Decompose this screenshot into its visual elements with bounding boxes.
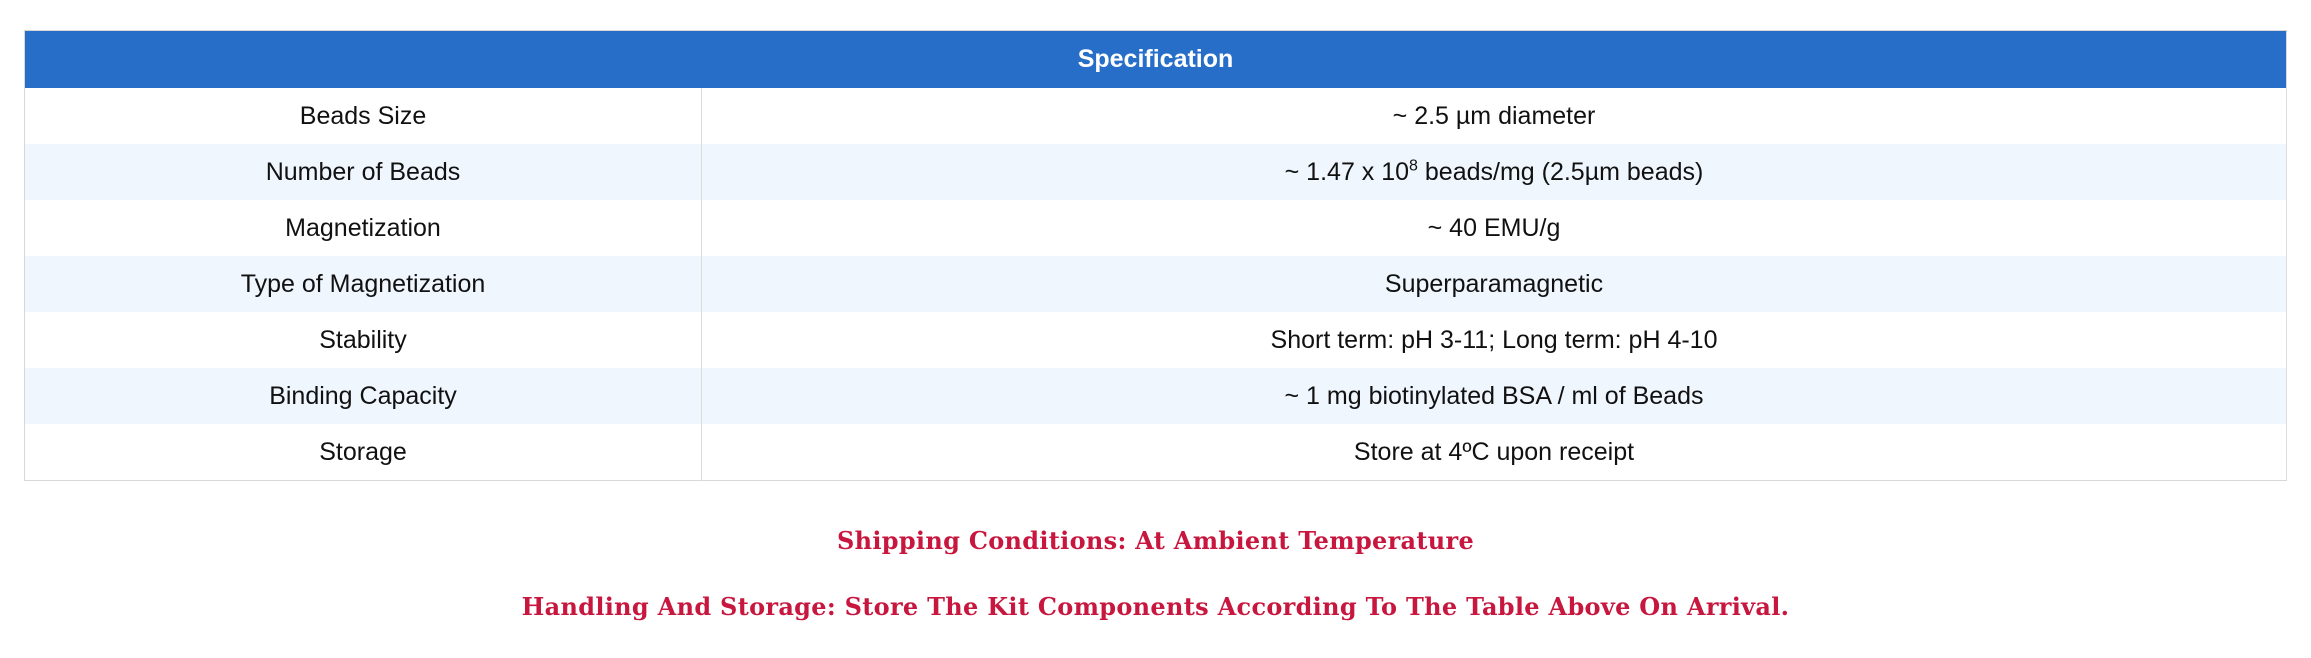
value-pre: ~ 1.47 x 10 bbox=[1284, 157, 1410, 186]
row-value: Store at 4ºC upon receipt bbox=[701, 424, 2287, 481]
row-value: ~ 40 EMU/g bbox=[701, 200, 2287, 256]
value-post: beads/mg (2.5µm beads) bbox=[1417, 157, 1704, 186]
table-row: Magnetization ~ 40 EMU/g bbox=[24, 200, 2287, 256]
row-value: ~ 1.47 x 108 beads/mg (2.5µm beads) bbox=[701, 144, 2287, 200]
table-row: Number of Beads ~ 1.47 x 108 beads/mg (2… bbox=[24, 144, 2287, 200]
handling-and-storage: Handling And Storage: Store The Kit Comp… bbox=[521, 592, 1790, 621]
row-label: Magnetization bbox=[24, 200, 702, 256]
row-label: Number of Beads bbox=[24, 144, 702, 200]
row-value: ~ 1 mg biotinylated BSA / ml of Beads bbox=[701, 368, 2287, 424]
row-label: Beads Size bbox=[24, 88, 702, 144]
table-header: Specification bbox=[24, 30, 2287, 88]
specification-table: Specification Beads Size ~ 2.5 µm diamet… bbox=[24, 30, 2287, 481]
table-row: Storage Store at 4ºC upon receipt bbox=[24, 424, 2287, 481]
row-label: Type of Magnetization bbox=[24, 256, 702, 312]
row-label: Storage bbox=[24, 424, 702, 481]
row-label: Stability bbox=[24, 312, 702, 368]
table-row: Stability Short term: pH 3-11; Long term… bbox=[24, 312, 2287, 368]
value-exponent: 8 bbox=[1409, 157, 1418, 175]
row-value: ~ 2.5 µm diameter bbox=[701, 88, 2287, 144]
table-row: Type of Magnetization Superparamagnetic bbox=[24, 256, 2287, 312]
row-value: Short term: pH 3-11; Long term: pH 4-10 bbox=[701, 312, 2287, 368]
shipping-conditions: Shipping Conditions: At Ambient Temperat… bbox=[836, 526, 1475, 555]
row-value: Superparamagnetic bbox=[701, 256, 2287, 312]
table-row: Beads Size ~ 2.5 µm diameter bbox=[24, 88, 2287, 144]
table-row: Binding Capacity ~ 1 mg biotinylated BSA… bbox=[24, 368, 2287, 424]
row-label: Binding Capacity bbox=[24, 368, 702, 424]
